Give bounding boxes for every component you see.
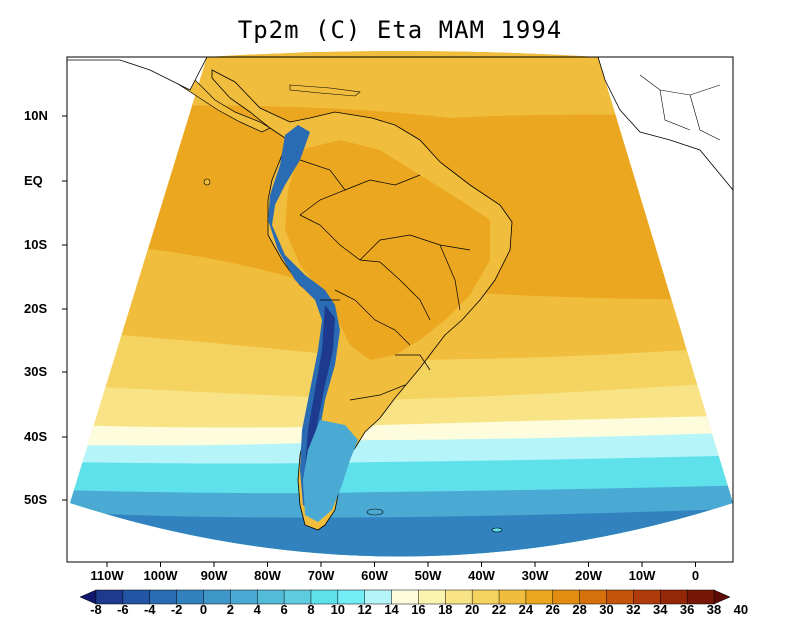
colorbar-label: 12 (357, 602, 372, 617)
lat-label: 30S (24, 364, 48, 379)
south-georgia (491, 527, 503, 533)
colorbar-label: 0 (199, 602, 208, 617)
lat-label: 50S (24, 492, 48, 507)
band-polar-deep (70, 508, 733, 557)
lon-label: 20W (575, 568, 602, 583)
falkland-islands (366, 508, 384, 516)
north-mainland (67, 57, 208, 91)
west-africa (597, 57, 733, 191)
colorbar-label: 32 (626, 602, 641, 617)
lat-ticks (62, 115, 67, 501)
central-america (169, 69, 271, 133)
country-borders (299, 159, 471, 401)
andes-cold-1 (268, 125, 340, 510)
colorbar-label: 18 (438, 602, 453, 617)
colorbar-label: 40 (733, 602, 749, 617)
colorbar-label: -6 (117, 602, 129, 617)
south-america (67, 57, 733, 533)
colorbar-label: 36 (679, 602, 695, 617)
colorbar-label: 2 (226, 602, 234, 617)
lon-label: 100W (143, 568, 178, 583)
lon-label: 60W (361, 568, 388, 583)
colorbar-label: 22 (491, 602, 507, 617)
colorbar-label: -2 (170, 602, 183, 617)
lat-label: 10N (24, 108, 48, 123)
colorbar-label: 14 (384, 602, 399, 617)
colorbar-label: 24 (518, 602, 534, 617)
colorbar-label: 28 (572, 602, 587, 617)
land-interior-warm (285, 140, 490, 360)
patagonia-cool (303, 420, 358, 522)
colorbar-label: 8 (307, 602, 315, 617)
lon-label: 80W (254, 568, 281, 583)
lon-label: 10W (628, 568, 656, 583)
colorbar-label: 20 (464, 602, 480, 617)
lon-label: 90W (200, 568, 228, 583)
lat-label: 40S (24, 429, 48, 444)
lon-ticks (106, 562, 696, 567)
lon-label: 70W (307, 568, 335, 583)
lat-label: 10S (24, 237, 48, 252)
andes-cold-2 (305, 305, 335, 470)
colorbar-label: -4 (143, 602, 156, 617)
colorbar-label: -8 (90, 602, 102, 617)
galapagos-islands (203, 178, 211, 186)
lon-label: 110W (90, 568, 124, 583)
lon-label: 50W (414, 568, 442, 583)
map-title: Tp2m (C) Eta MAM 1994 (237, 16, 563, 44)
colorbar-label: 30 (599, 602, 614, 617)
colorbar-label: 26 (545, 602, 561, 617)
lon-label: 30W (521, 568, 549, 583)
colorbar-swatch (713, 589, 731, 605)
lon-label: 0 (691, 568, 700, 583)
lat-label: EQ (24, 173, 43, 188)
colorbar-label: 4 (253, 602, 261, 617)
colorbar-label: 6 (280, 602, 288, 617)
colorbar-label: 16 (411, 602, 426, 617)
colorbar-label: 38 (706, 602, 722, 617)
colorbar-label: 10 (330, 602, 346, 617)
lat-label: 20S (24, 301, 48, 316)
lon-label: 40W (468, 568, 495, 583)
caribbean-island (289, 84, 361, 97)
colorbar (79, 589, 731, 605)
colorbar-label: 34 (653, 602, 668, 617)
